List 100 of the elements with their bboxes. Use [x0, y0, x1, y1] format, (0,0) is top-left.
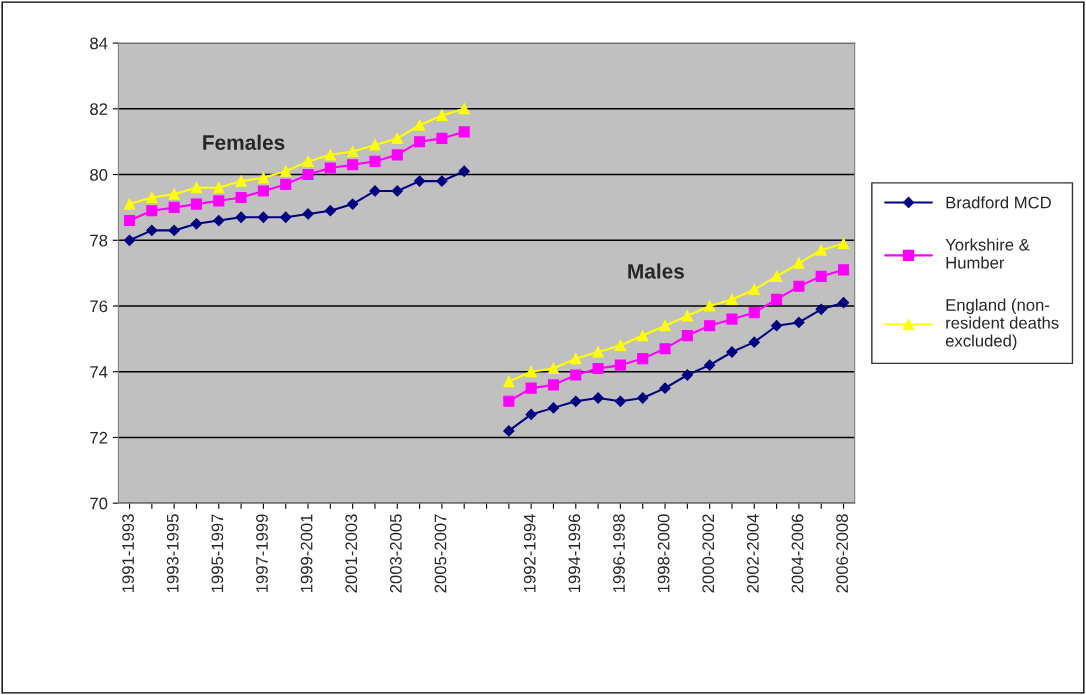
point	[213, 195, 225, 207]
point	[347, 159, 359, 171]
point	[748, 336, 760, 348]
point	[815, 244, 827, 256]
point	[391, 132, 403, 144]
x-tick-label: 1991-1993	[122, 514, 134, 593]
point	[681, 310, 693, 322]
point	[525, 408, 537, 421]
point	[235, 191, 247, 204]
y-tick-label: 72	[90, 431, 108, 444]
point	[213, 214, 225, 227]
point	[436, 132, 448, 144]
point	[391, 149, 403, 161]
point	[570, 395, 582, 407]
point	[123, 198, 136, 210]
point	[503, 376, 515, 388]
point	[280, 165, 292, 177]
legend-label: Bradford MCD	[946, 196, 1051, 209]
annotation: Females	[203, 134, 285, 150]
point	[324, 162, 336, 174]
x-tick-label: 2005-2007	[434, 514, 447, 593]
point	[704, 300, 716, 312]
y-tick-label: 76	[90, 300, 108, 313]
point	[503, 395, 515, 407]
point	[324, 205, 336, 217]
point	[525, 382, 537, 394]
point	[815, 270, 827, 282]
point	[726, 293, 738, 305]
point	[458, 126, 470, 138]
x-tick-label: 1997-1999	[256, 514, 268, 593]
point	[815, 303, 827, 315]
point	[302, 155, 314, 167]
legend-label: England (non- resident deaths excluded)	[945, 298, 1059, 351]
point	[637, 353, 649, 365]
point	[547, 362, 560, 374]
point	[570, 353, 582, 365]
point	[168, 188, 180, 200]
point	[793, 280, 805, 292]
point	[436, 109, 448, 121]
point	[257, 211, 270, 223]
point	[592, 362, 604, 374]
x-tick-label: 2004-2006	[791, 514, 804, 593]
point	[771, 270, 783, 282]
point	[146, 191, 158, 204]
x-tick-label: 1992-1994	[523, 514, 536, 593]
x-tick-label: 2003-2005	[389, 514, 402, 593]
annotation: Males	[628, 263, 684, 279]
point	[347, 198, 359, 210]
point	[413, 175, 426, 187]
point	[347, 145, 359, 158]
x-tick-label: 2001-2003	[345, 514, 358, 593]
point	[704, 359, 716, 371]
y-tick-label: 70	[90, 497, 108, 510]
point	[146, 224, 158, 237]
point	[369, 139, 381, 151]
point	[770, 320, 783, 332]
point	[123, 214, 136, 227]
point	[414, 119, 426, 131]
point	[302, 168, 314, 181]
x-tick-label: 2002-2004	[746, 514, 759, 593]
point	[414, 136, 426, 148]
y-tick-label: 84	[90, 37, 108, 50]
x-tick-label: 1994-1996	[568, 514, 581, 593]
point	[837, 238, 850, 250]
x-tick-label: 2006-2008	[836, 514, 848, 593]
point	[614, 339, 626, 351]
point	[637, 330, 649, 342]
x-tick-label: 1996-1998	[613, 514, 625, 593]
point	[771, 293, 783, 305]
point	[793, 316, 805, 329]
point	[436, 175, 448, 187]
point	[213, 182, 225, 194]
point	[614, 359, 626, 371]
point	[190, 198, 203, 210]
point	[614, 395, 627, 407]
x-tick-label: 1998-2000	[657, 514, 670, 593]
point	[369, 155, 381, 167]
point	[280, 178, 292, 190]
point	[837, 264, 850, 276]
point	[659, 382, 671, 394]
point	[458, 165, 470, 177]
point	[793, 257, 805, 269]
x-tick-label: 1999-2001	[300, 514, 313, 593]
x-tick-label: 2000-2002	[702, 514, 715, 593]
x-tick-label: 1995-1997	[211, 514, 224, 593]
point	[659, 343, 671, 355]
point	[235, 175, 247, 187]
point	[190, 218, 203, 230]
point	[168, 201, 180, 213]
point	[146, 205, 158, 217]
legend-label: Yorkshire & Humber	[945, 238, 1030, 269]
point	[637, 392, 649, 404]
point	[837, 297, 850, 309]
point	[659, 320, 671, 332]
point	[726, 313, 738, 325]
point	[458, 103, 470, 115]
point	[391, 185, 403, 197]
point	[547, 379, 560, 391]
point	[681, 369, 693, 381]
point	[324, 149, 336, 161]
